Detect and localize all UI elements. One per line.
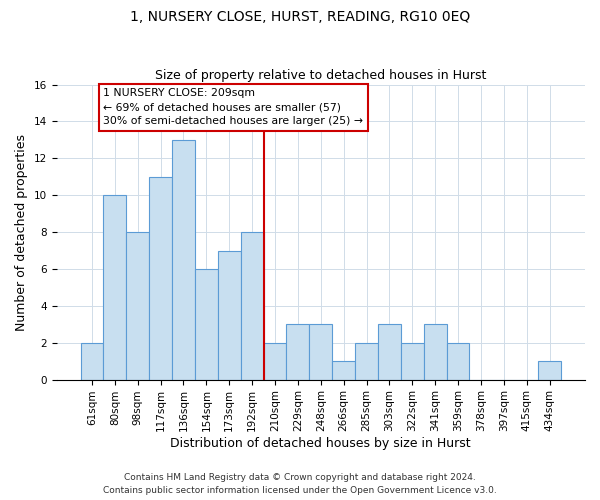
- Bar: [310, 324, 332, 380]
- Bar: [127, 232, 149, 380]
- Bar: [355, 342, 378, 380]
- Bar: [286, 324, 310, 380]
- Bar: [195, 269, 218, 380]
- Y-axis label: Number of detached properties: Number of detached properties: [15, 134, 28, 330]
- Bar: [538, 361, 561, 380]
- Bar: [149, 177, 172, 380]
- X-axis label: Distribution of detached houses by size in Hurst: Distribution of detached houses by size …: [170, 437, 471, 450]
- Bar: [172, 140, 195, 380]
- Bar: [424, 324, 446, 380]
- Title: Size of property relative to detached houses in Hurst: Size of property relative to detached ho…: [155, 69, 487, 82]
- Bar: [241, 232, 263, 380]
- Bar: [103, 195, 127, 380]
- Bar: [401, 342, 424, 380]
- Bar: [80, 342, 103, 380]
- Bar: [218, 250, 241, 380]
- Text: 1, NURSERY CLOSE, HURST, READING, RG10 0EQ: 1, NURSERY CLOSE, HURST, READING, RG10 0…: [130, 10, 470, 24]
- Bar: [332, 361, 355, 380]
- Bar: [378, 324, 401, 380]
- Text: Contains HM Land Registry data © Crown copyright and database right 2024.
Contai: Contains HM Land Registry data © Crown c…: [103, 474, 497, 495]
- Bar: [446, 342, 469, 380]
- Text: 1 NURSERY CLOSE: 209sqm
← 69% of detached houses are smaller (57)
30% of semi-de: 1 NURSERY CLOSE: 209sqm ← 69% of detache…: [103, 88, 364, 126]
- Bar: [263, 342, 286, 380]
